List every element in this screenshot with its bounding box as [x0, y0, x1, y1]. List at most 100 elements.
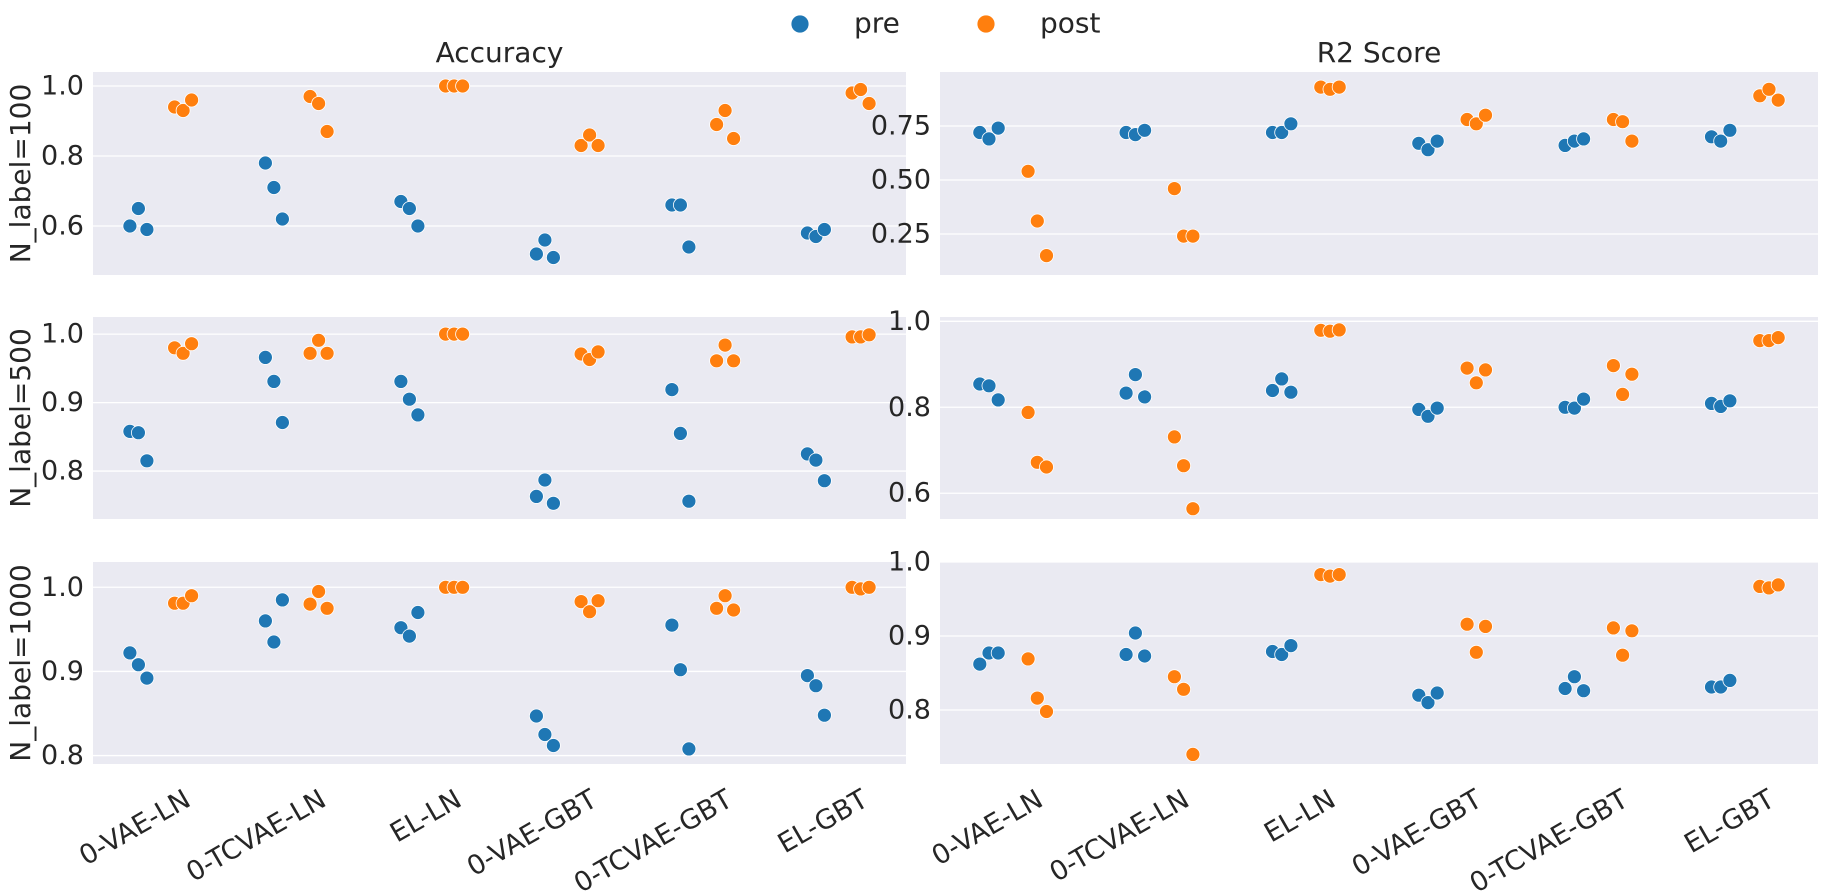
- point-pre: [266, 634, 282, 650]
- point-pre: [1429, 685, 1445, 701]
- legend-label: pre: [854, 7, 900, 40]
- point-post: [717, 588, 733, 604]
- x-tick-label: 0-TCVAE-LN: [1044, 784, 1194, 889]
- point-post: [726, 602, 741, 618]
- panel-background: [93, 317, 906, 519]
- legend-marker: [976, 14, 996, 34]
- point-pre: [817, 707, 832, 723]
- point-pre: [529, 246, 544, 262]
- point-post: [455, 326, 471, 342]
- point-post: [1468, 375, 1484, 391]
- point-post: [1606, 358, 1621, 374]
- point-pre: [981, 131, 997, 147]
- point-post: [1167, 669, 1182, 685]
- point-post: [1468, 116, 1484, 132]
- point-post: [455, 78, 471, 94]
- point-pre: [1137, 648, 1152, 664]
- point-post: [1020, 404, 1036, 420]
- y-tick-label: 0.9: [41, 387, 84, 418]
- point-pre: [537, 472, 553, 488]
- point-post: [709, 117, 724, 132]
- point-post: [1020, 651, 1036, 667]
- point-post: [1770, 577, 1786, 593]
- point-pre: [1137, 389, 1152, 405]
- point-pre: [130, 425, 146, 441]
- point-post: [1039, 248, 1054, 264]
- point-post: [861, 327, 877, 343]
- point-pre: [1274, 125, 1290, 140]
- point-post: [717, 103, 733, 118]
- point-post: [573, 594, 589, 609]
- point-pre: [130, 657, 146, 673]
- y-tick-label: 1.0: [41, 71, 84, 102]
- panel-1-2: 0.25 0.50 0.75 R2 Score: [871, 36, 1818, 275]
- point-post: [726, 353, 741, 369]
- x-tick-label: 0-VAE-GBT: [1347, 784, 1488, 883]
- y-tick-label: 0.9: [888, 620, 931, 651]
- panel-background: [940, 72, 1818, 275]
- legend-item-pre: pre: [790, 7, 900, 40]
- point-pre: [139, 670, 155, 686]
- point-pre: [257, 613, 273, 629]
- y-tick-label: 1.0: [41, 572, 84, 603]
- point-pre: [393, 373, 409, 389]
- y-tick-label: 1.0: [41, 319, 84, 350]
- point-pre: [1576, 131, 1591, 147]
- y-tick-label: 0.50: [871, 164, 931, 195]
- y-tick-label: 0.6: [888, 478, 931, 509]
- point-post: [853, 82, 868, 97]
- point-post: [319, 345, 335, 361]
- point-pre: [808, 678, 824, 694]
- point-post: [590, 344, 606, 360]
- point-pre: [1118, 385, 1134, 401]
- point-pre: [972, 656, 988, 672]
- point-post: [1478, 362, 1493, 378]
- point-pre: [1722, 122, 1738, 138]
- point-post: [311, 584, 327, 599]
- point-pre: [990, 120, 1006, 136]
- point-pre: [257, 349, 273, 365]
- point-pre: [990, 392, 1006, 408]
- point-post: [590, 593, 606, 609]
- point-post: [184, 336, 200, 352]
- y-tick-label: 1.0: [888, 547, 931, 578]
- x-tick-label: EL-GBT: [1679, 784, 1780, 860]
- point-pre: [122, 218, 138, 234]
- point-pre: [1274, 647, 1290, 662]
- point-post: [861, 96, 877, 111]
- legend-item-post: post: [976, 7, 1100, 40]
- y-tick-label: 0.8: [888, 392, 931, 423]
- point-post: [175, 103, 191, 118]
- point-pre: [808, 452, 824, 468]
- point-post: [709, 353, 724, 369]
- point-pre: [130, 201, 146, 216]
- point-pre: [800, 668, 815, 683]
- point-pre: [266, 373, 282, 389]
- point-pre: [1567, 400, 1582, 416]
- point-pre: [1265, 383, 1280, 398]
- panel-title: Accuracy: [436, 36, 564, 69]
- point-post: [582, 604, 597, 620]
- row-label: N_label=1000: [4, 564, 37, 761]
- point-post: [1185, 747, 1201, 762]
- x-tick-label: 0-TCVAE-LN: [181, 784, 331, 889]
- point-post: [861, 579, 877, 595]
- point-pre: [1128, 367, 1143, 383]
- point-post: [573, 138, 589, 153]
- point-pre: [529, 488, 544, 504]
- x-tick-label: 0-TCVAE-GBT: [1465, 784, 1634, 891]
- point-post: [582, 127, 597, 143]
- point-pre: [410, 407, 426, 423]
- point-pre: [1722, 393, 1738, 409]
- panel-background: [93, 562, 906, 764]
- point-post: [302, 596, 318, 612]
- point-pre: [410, 218, 426, 234]
- point-pre: [546, 250, 561, 265]
- point-pre: [1274, 371, 1290, 387]
- x-tick-label: 0-VAE-LN: [927, 784, 1049, 872]
- point-pre: [990, 645, 1006, 661]
- point-post: [319, 124, 335, 139]
- point-pre: [1722, 673, 1738, 688]
- point-post: [1770, 330, 1786, 346]
- x-tick-label: EL-GBT: [773, 784, 874, 860]
